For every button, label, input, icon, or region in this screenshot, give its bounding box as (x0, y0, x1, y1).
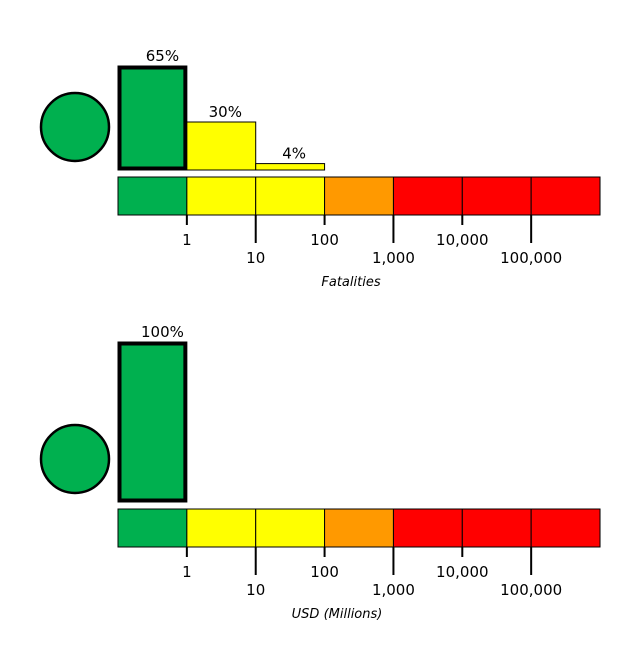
color-bin (392, 176, 463, 216)
tick-label: 10 (246, 581, 265, 599)
alert-level-circle (39, 423, 111, 495)
tick-label: 100 (310, 231, 339, 249)
tick-label: 100,000 (500, 581, 562, 599)
bar-value-label: 30% (209, 103, 242, 121)
color-bin (461, 176, 532, 216)
tick-label: 10,000 (436, 563, 489, 581)
probability-bar (186, 121, 257, 171)
x-axis-label: USD (Millions) (292, 607, 383, 622)
tick-label: 1,000 (372, 249, 415, 267)
tick-label: 100 (310, 563, 339, 581)
probability-bar (117, 341, 188, 503)
color-bin (255, 508, 326, 548)
alert-level-circle (39, 91, 111, 163)
probability-bar (117, 65, 188, 171)
color-bin (461, 508, 532, 548)
color-bin (255, 176, 326, 216)
tick-label: 1 (182, 563, 192, 581)
color-bin (117, 176, 188, 216)
panel-1: 1 10 100 1,000 10,000 100,000 USD (Millions) 10… (39, 323, 601, 622)
bar-value-label: 100% (141, 323, 184, 341)
tick-label: 10 (246, 249, 265, 267)
panel-0: 1 10 100 1,000 10,000 100,000 Fatalities 65% 30%… (39, 47, 601, 290)
color-bin (324, 176, 394, 216)
bar-value-label: 4% (282, 145, 306, 163)
bar-value-label: 65% (146, 47, 179, 65)
x-axis-label: Fatalities (321, 275, 380, 290)
color-bin (530, 508, 601, 548)
color-bin (530, 176, 601, 216)
tick-label: 1 (182, 231, 192, 249)
color-bin (392, 508, 463, 548)
tick-label: 100,000 (500, 249, 562, 267)
probability-bar (255, 163, 326, 171)
color-bin (324, 508, 394, 548)
tick-label: 10,000 (436, 231, 489, 249)
tick-label: 1,000 (372, 581, 415, 599)
color-bin (186, 508, 257, 548)
color-bin (117, 508, 188, 548)
color-bin (186, 176, 257, 216)
